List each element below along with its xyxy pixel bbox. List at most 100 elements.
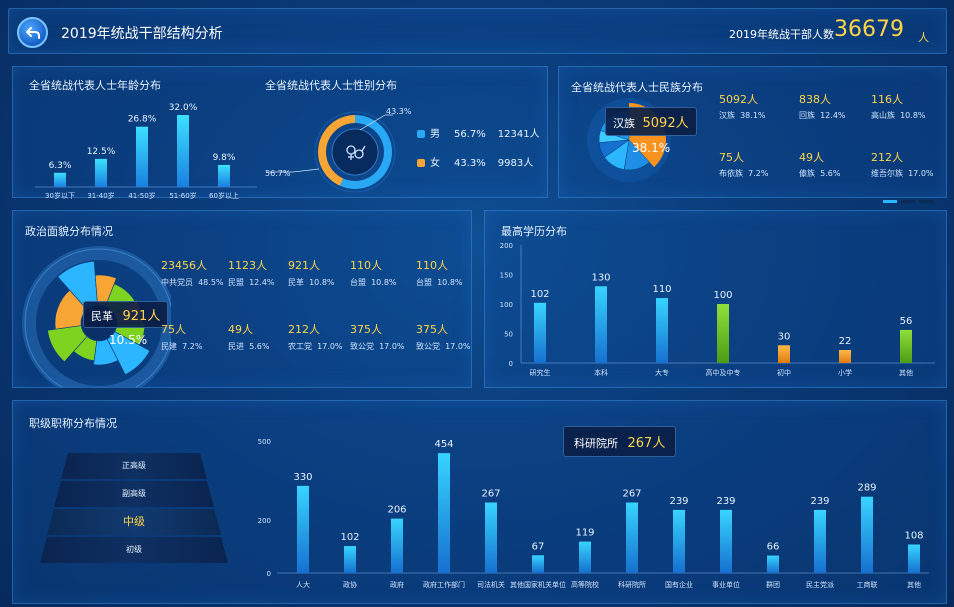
- rank-level-label: 正高级: [122, 461, 146, 470]
- gender-donut-chart: [267, 111, 396, 193]
- rank-bar: [438, 453, 450, 573]
- pager-dot[interactable]: [901, 200, 915, 203]
- education-category-label: 大专: [655, 368, 669, 377]
- ethnic-panel: 全省统战代表人士民族分布 汉族 5092人 38.1% 5092人 汉族 38.…: [558, 66, 947, 203]
- rank-category-label: 高等院校: [571, 580, 599, 589]
- education-panel: 最高学历分布 0 50 100 150 200 102 研究生 130 本科 110 大专 100 高中…: [484, 210, 947, 388]
- ethnic-stat: 75人 布依族 7.2%: [719, 149, 768, 179]
- back-button[interactable]: [17, 17, 48, 48]
- age-bar: [177, 115, 189, 187]
- rank-bar-label: 454: [434, 439, 453, 450]
- politics-stat-pct: 5.6%: [249, 342, 270, 351]
- ethnic-stat-name: 布依族: [719, 169, 743, 178]
- pager-dot-active[interactable]: [883, 200, 897, 203]
- politics-stat: 921人 民革 10.8%: [288, 257, 335, 288]
- ethnic-stat-pct: 5.6%: [820, 169, 841, 178]
- rank-bar-label: 289: [857, 483, 876, 494]
- total-count-unit: 人: [918, 31, 929, 44]
- gender-legend: 男 56.7% 12341人女 43.3% 9983人: [417, 125, 540, 183]
- politics-stat-pct: 10.8%: [437, 278, 463, 287]
- ethnic-stat-name: 高山族: [871, 111, 895, 120]
- page-title: 2019年统战干部结构分析: [61, 26, 223, 42]
- education-bar: [900, 329, 912, 363]
- politics-stat-pct: 10.8%: [371, 278, 397, 287]
- ethnic-stat: 49人 傣族 5.6%: [799, 149, 840, 179]
- header-bar: 2019年统战干部结构分析 2019年统战干部人数 36679 人: [8, 8, 947, 54]
- rank-category-label: 政协: [343, 580, 357, 589]
- gender-slice: [339, 115, 392, 189]
- education-ytick: 50: [504, 331, 513, 339]
- rank-level-label: 副高级: [122, 489, 146, 498]
- rank-bar-label: 330: [293, 472, 312, 483]
- rank-level-1[interactable]: 正高级: [61, 453, 207, 479]
- education-bar-label: 56: [900, 316, 913, 327]
- education-category-label: 初中: [777, 368, 791, 377]
- politics-tooltip-value: 921人: [122, 309, 161, 324]
- politics-stat: 23456人 中共党员 48.5%: [161, 257, 224, 288]
- ethnic-stat: 5092人 汉族 38.1%: [719, 91, 766, 121]
- ethnic-stat-value: 5092人: [719, 93, 758, 106]
- rank-level-3[interactable]: 中级: [47, 509, 221, 535]
- politics-stat-value: 49人: [228, 323, 253, 336]
- rank-bar-label: 267: [481, 489, 500, 500]
- politics-panel: 政治面貌分布情况 民革 921人 10.5% 23456人 中共党员 48.5%…: [12, 210, 472, 388]
- age-bar: [54, 172, 66, 187]
- rank-level-2[interactable]: 副高级: [54, 481, 214, 507]
- politics-stat-name: 台盟: [350, 278, 366, 287]
- rank-category-label: 科研院所: [618, 580, 646, 589]
- gender-legend-row[interactable]: 男 56.7% 12341人: [417, 125, 540, 140]
- rank-bar: [814, 509, 826, 573]
- gender-symbol-icon: [346, 145, 366, 160]
- legend-count: 12341人: [497, 129, 540, 140]
- age-bar-label: 32.0%: [169, 103, 198, 113]
- politics-stat-name: 中共党员: [161, 278, 193, 287]
- education-ytick: 100: [500, 301, 513, 309]
- ethnic-stat-pct: 12.4%: [820, 111, 846, 120]
- politics-stat-name: 民建: [161, 342, 177, 351]
- politics-stat-value: 1123人: [228, 259, 267, 272]
- rank-level-4[interactable]: 初级: [40, 537, 228, 563]
- ethnic-stat-value: 212人: [871, 151, 903, 164]
- education-ytick: 200: [500, 242, 513, 250]
- education-bar: [778, 345, 790, 363]
- age-category-label: 30岁以下: [45, 191, 75, 200]
- politics-stat-value: 921人: [288, 259, 320, 272]
- ethnic-stat-value: 75人: [719, 151, 744, 164]
- age-bar: [136, 126, 148, 187]
- rank-bar: [626, 502, 638, 573]
- rank-bar: [908, 544, 920, 573]
- ethnic-pager: [883, 188, 933, 207]
- gender-callout-female: 43.3%: [386, 107, 412, 116]
- pager-dot[interactable]: [919, 200, 933, 203]
- rank-category-label: 政府工作部门: [423, 580, 465, 589]
- ethnic-stat-pct: 38.1%: [740, 111, 766, 120]
- gender-legend-row[interactable]: 女 43.3% 9983人: [417, 154, 540, 169]
- ethnic-stat: 212人 维吾尔族 17.0%: [871, 149, 934, 179]
- politics-stat: 1123人 民盟 12.4%: [228, 257, 275, 288]
- politics-stat-pct: 17.0%: [317, 342, 343, 351]
- legend-name: 女: [430, 158, 440, 169]
- politics-petal: [54, 289, 88, 330]
- politics-stat-value: 75人: [161, 323, 186, 336]
- politics-stat-value: 212人: [288, 323, 320, 336]
- politics-stat-name: 民革: [288, 278, 304, 287]
- politics-outer-edge: [24, 248, 171, 387]
- rank-tooltip-value: 267人: [627, 436, 666, 451]
- gender-chart-title: 全省统战代表人士性别分布: [265, 79, 397, 92]
- age-bar-label: 12.5%: [87, 147, 116, 157]
- rank-category-label: 事业单位: [712, 580, 740, 589]
- ethnic-stat-value: 116人: [871, 93, 903, 106]
- rank-category-label: 政府: [390, 580, 404, 589]
- legend-count: 9983人: [497, 158, 534, 169]
- rank-category-label: 司法机关: [477, 580, 505, 589]
- politics-stat-value: 23456人: [161, 259, 207, 272]
- gender-slice: [318, 115, 355, 186]
- education-category-label: 本科: [594, 368, 608, 377]
- rank-bar: [579, 541, 591, 573]
- rank-ytick: 0: [267, 570, 271, 578]
- politics-outer-ring: [22, 246, 171, 387]
- age-category-label: 60岁以上: [209, 191, 239, 200]
- ethnic-pie-label: 38.1%: [632, 141, 671, 155]
- age-bar: [95, 158, 107, 187]
- rank-level-label: 初级: [126, 545, 142, 554]
